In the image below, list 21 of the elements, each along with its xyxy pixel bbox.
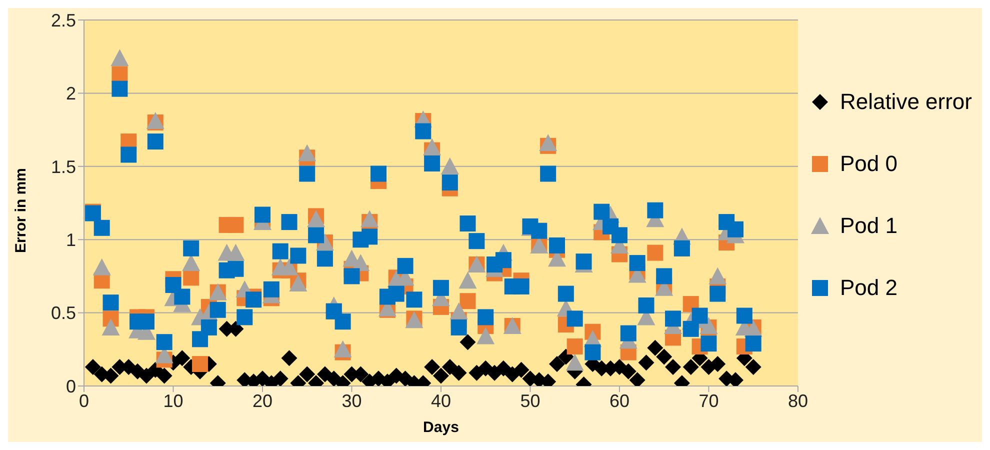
x-tick-label: 70 <box>698 390 719 411</box>
legend-label: Pod 2 <box>840 275 898 301</box>
legend-label: Relative error <box>840 89 972 115</box>
x-tick-label: 50 <box>520 390 540 411</box>
x-tick-label: 30 <box>342 390 362 411</box>
y-tick-label: 2.5 <box>50 10 76 30</box>
y-tick-label: 0 <box>66 376 76 396</box>
y-tick-label: 1.5 <box>50 156 76 177</box>
y-tick-label: 1 <box>66 230 76 250</box>
x-tick-label: 40 <box>430 390 451 411</box>
x-tick-label: 10 <box>163 390 184 411</box>
x-tick-label: 0 <box>78 390 90 411</box>
x-axis-title: Days <box>423 419 459 436</box>
x-tick-label: 60 <box>609 390 630 411</box>
x-tick-label: 20 <box>252 390 273 411</box>
y-tick-label: 2 <box>66 84 76 104</box>
y-tick-label: 0.5 <box>50 303 76 324</box>
legend-label: Pod 1 <box>840 213 898 239</box>
legend-label: Pod 0 <box>840 151 898 177</box>
y-axis-title: Error in mm <box>12 168 30 253</box>
x-tick-label: 80 <box>788 390 808 411</box>
